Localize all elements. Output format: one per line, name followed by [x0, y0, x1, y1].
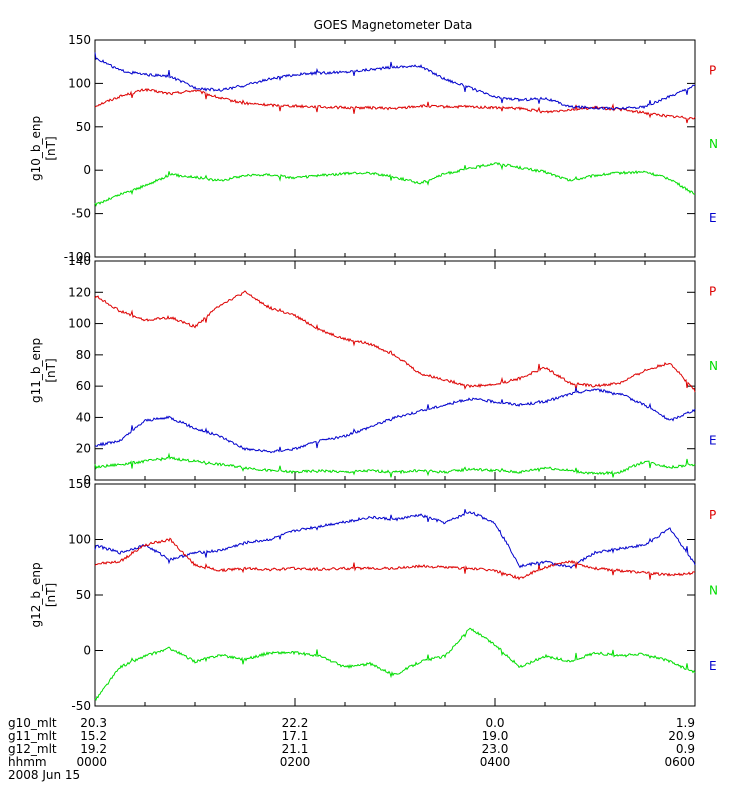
x-row-value: 19.0	[482, 729, 509, 743]
y-tick-label: 50	[76, 120, 91, 134]
x-row-value: 17.1	[282, 729, 309, 743]
y-axis-unit: [nT]	[44, 136, 58, 160]
series-line-E	[94, 509, 696, 569]
legend-P: P	[709, 508, 716, 522]
series-line-N	[94, 452, 696, 478]
y-axis-label: g10_b_enp	[29, 116, 43, 181]
y-tick-label: -50	[71, 207, 91, 221]
x-row-value: 20.9	[668, 729, 695, 743]
chart-title: GOES Magnetometer Data	[314, 18, 473, 32]
x-row-label: g10_mlt	[8, 716, 57, 730]
y-tick-label: 50	[76, 588, 91, 602]
x-row-value: 0000	[76, 755, 107, 769]
x-row-value: 21.1	[282, 742, 309, 756]
panel-1: -100 -50 0 50 100 150 g10_b_enp [nT] P N E	[29, 33, 718, 264]
x-row-value: 23.0	[482, 742, 509, 756]
x-axis-labels: g10_mlt 20.3 22.2 0.0 1.9 g11_mlt 15.2 17.1 19.0…	[8, 716, 695, 782]
y-tick-label: 40	[76, 410, 91, 424]
legend-P: P	[709, 63, 716, 77]
y-tick-label: 0	[83, 644, 91, 658]
x-row-value: 0600	[664, 755, 695, 769]
legend-E: E	[709, 659, 717, 673]
y-tick-label: -100	[64, 250, 91, 264]
y-axis-unit: [nT]	[44, 583, 58, 607]
x-date-label: 2008 Jun 15	[8, 768, 80, 782]
x-row-label: g11_mlt	[8, 729, 57, 743]
y-tick-label: 120	[68, 285, 91, 299]
x-row-value: 1.9	[676, 716, 695, 730]
y-tick-label: 140	[68, 254, 91, 268]
series-line-E	[94, 387, 696, 454]
series-line-P	[94, 290, 696, 393]
y-axis-unit: [nT]	[44, 358, 58, 382]
x-row-value: 15.2	[80, 729, 107, 743]
y-tick-label: 60	[76, 379, 91, 393]
y-tick-label: 100	[68, 76, 91, 90]
series-line-P	[94, 88, 696, 124]
y-tick-label: -50	[71, 699, 91, 713]
y-tick-label: 20	[76, 442, 91, 456]
series-line-N	[94, 627, 696, 701]
x-row-value: 0200	[280, 755, 311, 769]
x-row-value: 0.0	[485, 716, 504, 730]
legend-N: N	[709, 137, 718, 151]
y-tick-label: 150	[68, 33, 91, 47]
y-tick-label: 0	[83, 473, 91, 487]
panel-2: 0 20 40 60 80 100 120 140 g11_b_enp [nT] P N E	[29, 254, 718, 487]
y-tick-label: 150	[68, 477, 91, 491]
x-row-label: hhmm	[8, 755, 47, 769]
legend-N: N	[709, 584, 718, 598]
legend-N: N	[709, 359, 718, 373]
x-row-value: 19.2	[80, 742, 107, 756]
x-row-value: 0.9	[676, 742, 695, 756]
series-line-P	[94, 537, 696, 581]
y-tick-label: 100	[68, 317, 91, 331]
x-row-value: 20.3	[80, 716, 107, 730]
legend-E: E	[709, 434, 717, 448]
legend-P: P	[709, 285, 716, 299]
series-line-E	[94, 52, 696, 111]
legend-E: E	[709, 211, 717, 225]
y-axis-label: g11_b_enp	[29, 338, 43, 403]
panel-3: -50 0 50 100 150 g12_b_enp [nT] P N E	[29, 477, 718, 713]
x-row-label: g12_mlt	[8, 742, 57, 756]
x-row-value: 0400	[480, 755, 511, 769]
y-tick-label: 80	[76, 348, 91, 362]
y-tick-label: 0	[83, 163, 91, 177]
y-tick-label: 100	[68, 533, 91, 547]
series-line-N	[94, 162, 696, 207]
y-axis-label: g12_b_enp	[29, 562, 43, 627]
x-row-value: 22.2	[282, 716, 309, 730]
